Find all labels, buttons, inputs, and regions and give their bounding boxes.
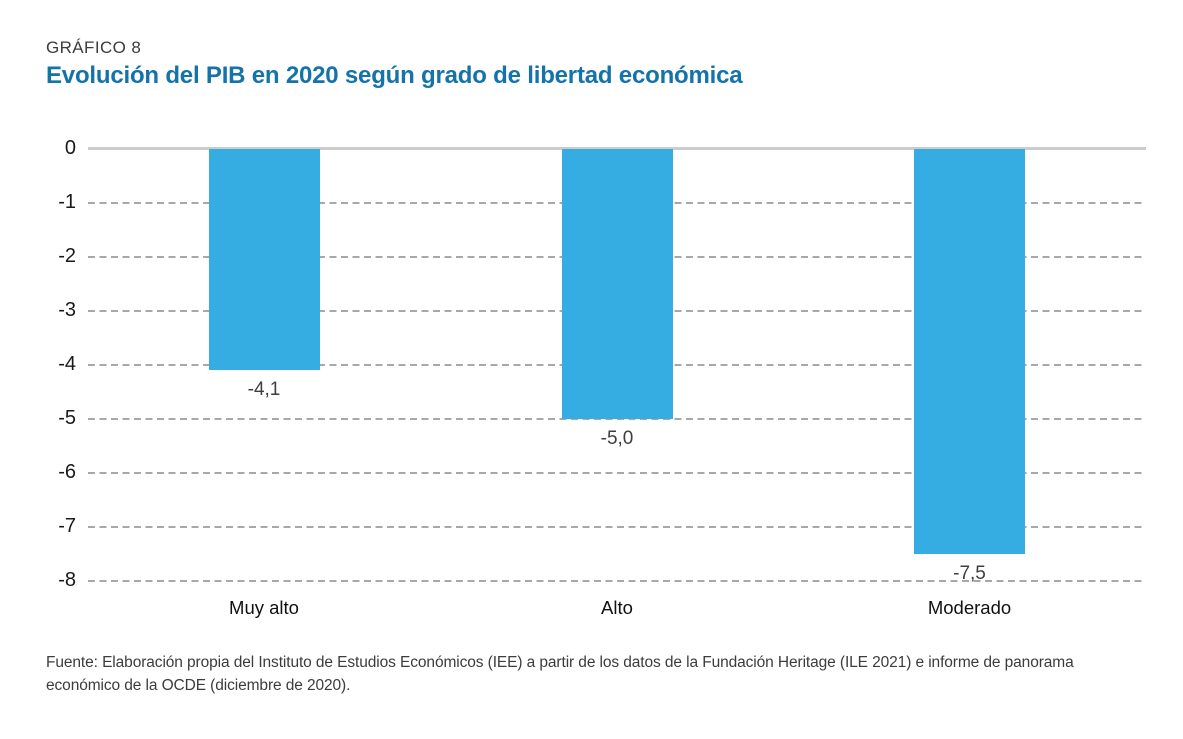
y-tick-label: -8	[58, 569, 76, 591]
y-tick-label: -7	[58, 515, 76, 537]
y-tick-label: -5	[58, 407, 76, 429]
figure-number: GRÁFICO 8	[46, 38, 142, 57]
source-note: Fuente: Elaboración propia del Instituto…	[46, 654, 1074, 694]
x-category-label: Alto	[601, 597, 633, 618]
bar-muy-alto	[208, 149, 320, 371]
gridline	[88, 526, 1146, 528]
gridline	[88, 472, 1146, 474]
bar-alto	[561, 149, 673, 419]
bar-moderado	[914, 149, 1025, 554]
gridline	[88, 418, 1146, 420]
bar-value-label: -7,5	[953, 563, 986, 584]
y-tick-label: -4	[58, 353, 76, 375]
y-tick-label: -6	[58, 461, 76, 483]
bar-value-label: -5,0	[600, 428, 634, 449]
zero-gridline	[88, 147, 1146, 150]
y-tick-label: 0	[64, 137, 76, 159]
y-tick-label: -3	[58, 299, 76, 321]
bar-value-label: -4,1	[247, 379, 281, 401]
y-tick-label: -2	[58, 245, 76, 267]
chart-title: Evolución del PIB en 2020 según grado de…	[46, 62, 743, 89]
x-category-label: Muy alto	[229, 597, 299, 618]
x-category-label: Moderado	[927, 597, 1012, 618]
gridline	[88, 580, 1146, 582]
y-tick-label: -1	[58, 191, 76, 213]
plot-area: 0 -1 -2 -3 -4 -5 -6 -7 -8 -4,1 Muy alto -5,0 Alto -7,…	[58, 137, 1146, 618]
